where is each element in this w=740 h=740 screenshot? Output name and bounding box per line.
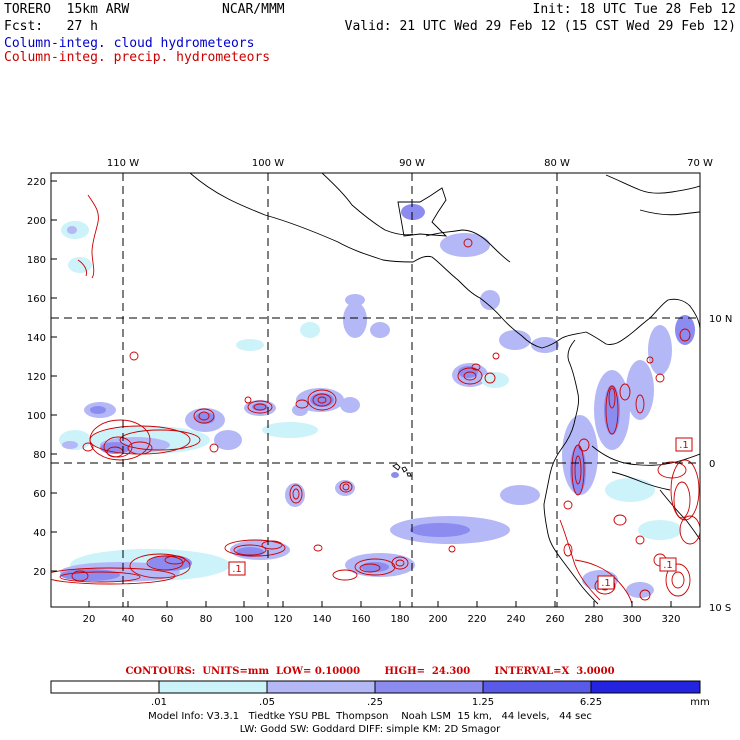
lon-label-90w: 90 W [399,158,425,169]
colorbar-segment-3 [267,681,375,693]
lat-label-10s: 10 S [709,603,731,614]
field-precip-label: Column-integ. precip. hydrometeors [4,50,271,65]
contour-label-4: .1 [597,575,615,590]
y-label-40: 40 [33,528,46,539]
x-label-60: 60 [161,614,174,625]
x-label-80: 80 [200,614,213,625]
y-label-120: 120 [27,372,46,383]
org-label: NCAR/MMM [222,2,285,17]
lon-label-110w: 110 W [107,158,139,169]
contour-label-3: .1 [659,557,677,572]
colorbar-unit: mm [690,697,709,708]
y-label-100: 100 [27,411,46,422]
field-cloud-label: Column-integ. cloud hydrometeors [4,36,255,51]
colorbar-segment-6 [591,681,700,693]
lat-label-0: 0 [709,459,715,470]
y-label-160: 160 [27,294,46,305]
forecast-hour: Fcst: 27 h [4,19,98,34]
svg-text:.1: .1 [663,560,673,571]
x-label-120: 120 [273,614,292,625]
model-info-line2: LW: Godd SW: Goddard DIFF: simple KM: 2D… [239,724,501,735]
axis-ticks [51,180,672,607]
y-label-180: 180 [27,255,46,266]
lon-label-70w: 70 W [687,158,713,169]
y-label-220: 220 [27,177,46,188]
x-label-140: 140 [312,614,331,625]
x-label-220: 220 [467,614,486,625]
svg-text:.1: .1 [601,578,611,589]
x-label-260: 260 [545,614,564,625]
valid-time: Valid: 21 UTC Wed 29 Feb 12 (15 CST Wed … [344,19,736,34]
x-label-200: 200 [428,614,447,625]
colorbar-segment-5 [483,681,591,693]
colorbar-label-25: .25 [367,697,383,708]
x-label-240: 240 [506,614,525,625]
colorbar-segment-2 [159,681,267,693]
contour-label-1: .1 [228,561,246,576]
x-label-300: 300 [622,614,641,625]
map-frame [50,172,701,608]
y-label-20: 20 [33,567,46,578]
y-label-200: 200 [27,216,46,227]
x-label-160: 160 [351,614,370,625]
colorbar-segment-4 [375,681,483,693]
colorbar: .01 .05 .25 1.25 6.25 mm [50,680,710,708]
x-label-320: 320 [661,614,680,625]
init-time: Init: 18 UTC Tue 28 Feb 12 [532,2,737,17]
svg-text:.1: .1 [232,564,242,575]
lon-label-80w: 80 W [544,158,570,169]
x-label-100: 100 [234,614,253,625]
x-label-280: 280 [584,614,603,625]
cloud-field [59,204,695,598]
colorbar-label-05: .05 [259,697,275,708]
model-info-line1: Model Info: V3.3.1 Tiedtke YSU PBL Thomp… [148,711,592,722]
lon-label-100w: 100 W [252,158,284,169]
latlon-grid [51,173,700,607]
colorbar-label-01: .01 [151,697,167,708]
colorbar-segment-1 [51,681,159,693]
lat-label-10n: 10 N [709,314,732,325]
svg-text:.1: .1 [679,440,689,451]
colorbar-label-625: 6.25 [580,697,602,708]
contour-info: CONTOURS: UNITS=mm LOW= 0.10000 HIGH= 24… [125,666,615,677]
model-title: TORERO 15km ARW [4,2,130,17]
y-label-80: 80 [33,450,46,461]
x-label-180: 180 [390,614,409,625]
y-label-60: 60 [33,489,46,500]
x-label-40: 40 [122,614,135,625]
contour-label-2: .1 [675,437,693,452]
colorbar-label-125: 1.25 [472,697,494,708]
y-label-140: 140 [27,333,46,344]
x-label-20: 20 [83,614,96,625]
